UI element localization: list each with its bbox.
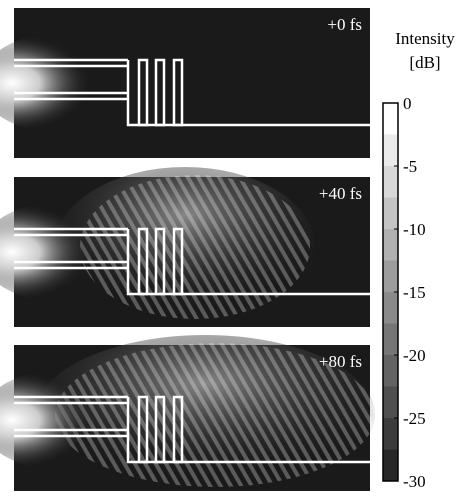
colorbar-band — [383, 418, 398, 450]
panel-label: +40 fs — [319, 184, 362, 203]
panel: +80 fs — [0, 335, 375, 491]
figure: +0 fs +40 fs +80 fs Intensity [dB] 0 -5 -10 -… — [0, 0, 475, 491]
colorbar-unit: [dB] — [409, 53, 440, 72]
colorbar: 0 -5 -10 -15 -20 -25 -30 — [383, 94, 426, 491]
colorbar-title: Intensity — [395, 29, 455, 48]
colorbar-band — [383, 450, 398, 482]
colorbar-band — [383, 135, 398, 167]
colorbar-band — [383, 103, 398, 135]
colorbar-band — [383, 292, 398, 324]
colorbar-band — [383, 261, 398, 293]
panel-label: +0 fs — [327, 15, 362, 34]
colorbar-band — [383, 355, 398, 387]
colorbar-tick-label: -10 — [403, 220, 426, 239]
colorbar-tick-label: 0 — [403, 94, 412, 113]
panel-label: +80 fs — [319, 352, 362, 371]
colorbar-band — [383, 198, 398, 230]
colorbar-tick-label: -5 — [403, 157, 417, 176]
panel: +40 fs — [0, 167, 370, 327]
colorbar-band — [383, 229, 398, 261]
colorbar-tick-label: -20 — [403, 346, 426, 365]
colorbar-tick-label: -25 — [403, 409, 426, 428]
panel: +0 fs — [0, 8, 370, 158]
colorbar-band — [383, 387, 398, 419]
colorbar-tick-label: -15 — [403, 283, 426, 302]
colorbar-band — [383, 324, 398, 356]
colorbar-tick-label: -30 — [403, 472, 426, 491]
panels: +0 fs +40 fs +80 fs — [0, 8, 375, 491]
colorbar-band — [383, 166, 398, 198]
